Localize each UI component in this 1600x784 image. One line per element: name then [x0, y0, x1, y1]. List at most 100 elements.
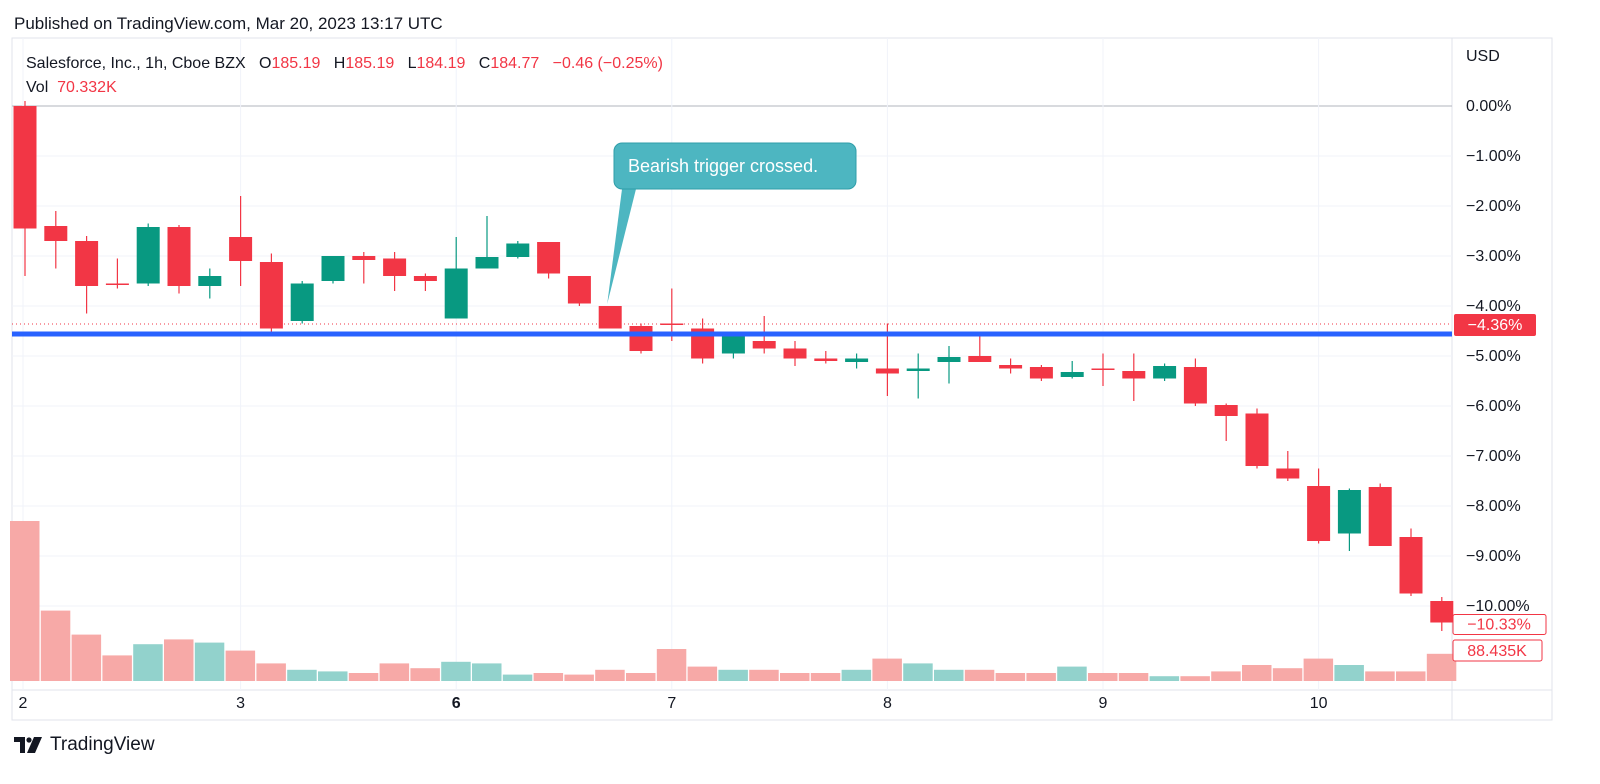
volume-bar — [810, 673, 841, 681]
candle-body[interactable] — [875, 368, 899, 374]
candle-body[interactable] — [629, 326, 653, 351]
candle-body[interactable] — [444, 268, 468, 319]
bearish-trigger-line[interactable] — [12, 331, 1452, 337]
candle-body[interactable] — [1368, 487, 1392, 546]
candle-body[interactable] — [1153, 366, 1177, 379]
x-tick-label: 6 — [452, 695, 461, 712]
x-tick-label: 2 — [19, 695, 28, 712]
candle-body[interactable] — [475, 257, 499, 269]
y-tick-label: −10.00% — [1466, 598, 1530, 615]
candle-body[interactable] — [968, 356, 992, 362]
candle-body[interactable] — [783, 348, 807, 359]
high-label: H — [333, 55, 346, 72]
candle-body[interactable] — [1276, 468, 1300, 479]
volume-bar — [379, 663, 410, 681]
last-change-badge — [1452, 614, 1547, 635]
last-price-badge — [1454, 314, 1536, 336]
volume-bar — [1211, 671, 1241, 681]
y-tick-label: −9.00% — [1466, 548, 1521, 565]
y-tick-label: −4.00% — [1466, 298, 1521, 315]
candle-body[interactable] — [44, 226, 68, 241]
volume-bar — [1303, 658, 1334, 681]
candle-body[interactable] — [1337, 490, 1361, 534]
candle-body[interactable] — [105, 283, 129, 286]
volume-bar — [626, 673, 656, 681]
candle-body[interactable] — [1307, 486, 1331, 541]
candle-body[interactable] — [814, 358, 838, 362]
volume-bar — [102, 655, 132, 681]
volume-bar — [564, 674, 594, 681]
candle-body[interactable] — [1029, 367, 1053, 379]
last-change-label: −10.33% — [1467, 617, 1531, 634]
volume-bar — [533, 673, 564, 681]
volume-bar — [71, 634, 102, 681]
candle-body[interactable] — [845, 358, 869, 363]
candle-body[interactable] — [383, 258, 407, 277]
candle-body[interactable] — [1183, 367, 1207, 404]
close-label: C — [478, 55, 491, 72]
volume-bar — [934, 669, 964, 681]
candle-body[interactable] — [537, 242, 561, 274]
candle-body[interactable] — [1122, 371, 1146, 379]
callout-pointer — [607, 189, 636, 304]
chart-legend: Salesforce, Inc., 1h, Cboe BZX O185.19 H… — [26, 52, 663, 100]
volume-bar — [1026, 673, 1056, 681]
candle-body[interactable] — [999, 365, 1023, 369]
candle-body[interactable] — [229, 237, 253, 261]
y-tick-label: −2.00% — [1466, 198, 1521, 215]
candle-body[interactable] — [13, 106, 37, 229]
volume-bar — [1057, 666, 1087, 681]
candle-body[interactable] — [567, 276, 591, 304]
symbol-label: Salesforce, Inc., 1h, Cboe BZX — [26, 55, 246, 72]
volume-bar — [410, 668, 440, 681]
volume-badge-label: 88.435K — [1467, 643, 1527, 660]
candle-body[interactable] — [906, 368, 930, 372]
candle-body[interactable] — [321, 256, 345, 281]
candle-body[interactable] — [1060, 372, 1084, 377]
tradingview-brand[interactable]: TradingView — [14, 734, 155, 756]
candle-body[interactable] — [136, 227, 160, 284]
y-tick-label: −5.00% — [1466, 348, 1521, 365]
candle-body[interactable] — [752, 341, 776, 349]
tradingview-logo-icon — [14, 737, 42, 753]
volume-bar — [287, 669, 317, 681]
volume-badge — [1452, 639, 1543, 662]
callout-box[interactable] — [613, 142, 857, 190]
volume-bar — [164, 639, 194, 681]
volume-bar — [995, 673, 1026, 681]
candle-body[interactable] — [721, 333, 745, 354]
volume-bar — [687, 666, 718, 681]
volume-row: Vol 70.332K — [26, 76, 663, 100]
volume-bar — [40, 610, 71, 681]
candle-body[interactable] — [75, 241, 99, 286]
volume-bar — [472, 663, 502, 681]
low-value: 184.19 — [416, 55, 466, 72]
volume-bar — [133, 644, 163, 681]
candle-body[interactable] — [1430, 601, 1454, 623]
x-tick-label: 9 — [1099, 695, 1108, 712]
candle-body[interactable] — [198, 276, 222, 286]
candle-body[interactable] — [352, 256, 376, 260]
candle-body[interactable] — [598, 306, 622, 329]
volume-bar — [841, 669, 872, 681]
candle-body[interactable] — [259, 262, 283, 329]
open-value: 185.19 — [271, 55, 321, 72]
y-tick-label: −8.00% — [1466, 498, 1521, 515]
candle-body[interactable] — [506, 243, 530, 258]
candle-body[interactable] — [167, 227, 191, 286]
candle-body[interactable] — [290, 283, 314, 322]
candle-body[interactable] — [937, 357, 961, 362]
candle-body[interactable] — [1091, 368, 1115, 371]
volume-bar — [1149, 676, 1180, 681]
candle-body[interactable] — [1399, 537, 1423, 594]
candle-body[interactable] — [413, 276, 437, 281]
candle-body[interactable] — [1245, 413, 1269, 467]
change-value: −0.46 (−0.25%) — [552, 55, 663, 72]
volume-bar — [1118, 673, 1149, 681]
volume-bar — [194, 642, 225, 681]
candle-body[interactable] — [1214, 405, 1238, 416]
volume-bar — [872, 658, 902, 681]
y-tick-label: −1.00% — [1466, 148, 1521, 165]
candle-body[interactable] — [660, 323, 684, 326]
